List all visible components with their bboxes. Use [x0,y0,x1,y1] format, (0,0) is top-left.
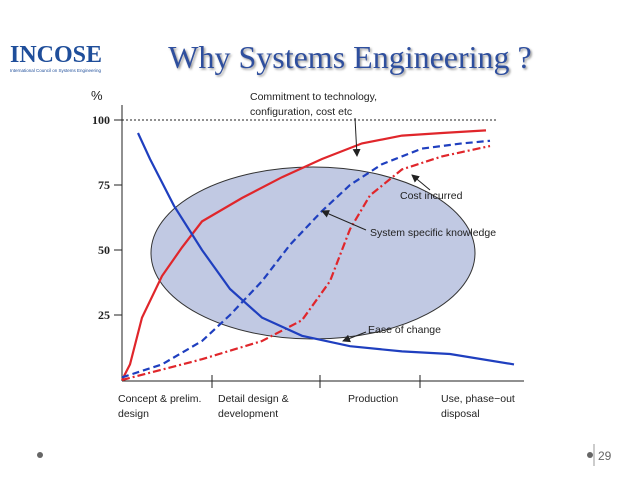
phase-label: Production [348,393,398,405]
y-tick-label: 100 [92,113,110,127]
series-line [121,139,491,379]
footer-dot [587,452,593,458]
y-tick-label: 75 [98,178,110,192]
annotation: Ease of change [368,324,441,336]
phase-label: Detail design & [218,393,289,405]
annotation: Cost incurred [400,190,463,202]
y-tick-label: 50 [98,243,110,257]
y-axis-label: % [91,88,103,103]
logo: INCOSE [10,42,102,68]
series-line [121,129,487,381]
series-line [137,132,515,366]
annotation-arrow [411,174,431,191]
annotation-arrow [342,331,367,343]
slide-number: 29 [598,449,612,463]
series-line [121,144,491,382]
logo-subtitle: International Council on Systems Enginee… [10,68,102,73]
annotation: System specific knowledge [370,227,496,239]
phase-label: development [218,408,278,420]
slide-title: Why Systems Engineering ? [168,39,531,75]
footer-dot [37,452,43,458]
annotation-arrow [321,210,367,231]
annotation: Commitment to technology, [250,91,377,103]
phase-label: Use, phase−out [441,393,515,405]
phase-label: Concept & prelim. [118,393,201,405]
phase-label: design [118,408,149,420]
annotation-arrow [352,117,361,157]
phase-label: disposal [441,408,480,420]
annotation: configuration, cost etc [250,106,352,118]
y-tick-label: 25 [98,308,110,322]
